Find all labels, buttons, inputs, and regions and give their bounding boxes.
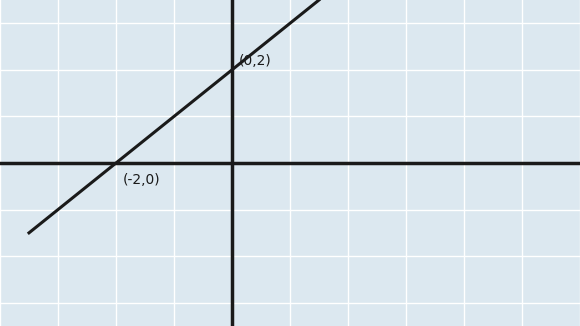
- Text: (-2,0): (-2,0): [123, 173, 161, 187]
- Text: (0,2): (0,2): [239, 54, 271, 68]
